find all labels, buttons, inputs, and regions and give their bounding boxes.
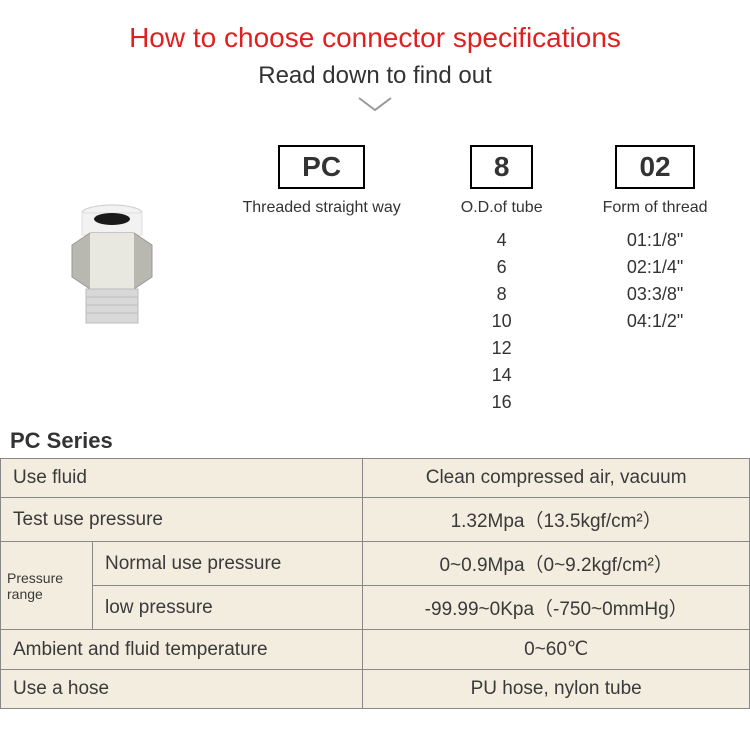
table-label: low pressure (93, 586, 363, 630)
connector-image (42, 175, 182, 345)
table-value: PU hose, nylon tube (363, 670, 750, 709)
table-row: Use a hose PU hose, nylon tube (1, 670, 750, 709)
table-row: Test use pressure 1.32Mpa（13.5kgf/cm²） (1, 498, 750, 542)
spec-caption-thread: Form of thread (603, 199, 708, 217)
spec-list-thread: 01:1/8"02:1/4"03:3/8"04:1/2" (627, 227, 683, 335)
spec-col-thread: 02 Form of thread 01:1/8"02:1/4"03:3/8"0… (603, 145, 708, 335)
page-title: How to choose connector specifications (0, 0, 750, 54)
table-label: Ambient and fluid temperature (1, 630, 363, 670)
table-row: Use fluid Clean compressed air, vacuum (1, 459, 750, 498)
table-value: 0~60℃ (363, 630, 750, 670)
table-label: Use fluid (1, 459, 363, 498)
series-label: PC Series (0, 428, 750, 454)
spec-box-type: PC (278, 145, 365, 189)
chevron-down-icon (0, 96, 750, 119)
spec-caption-od: O.D.of tube (461, 199, 543, 217)
spec-list-od: 46810121416 (492, 227, 512, 416)
table-label: Use a hose (1, 670, 363, 709)
spec-table: Use fluid Clean compressed air, vacuum T… (0, 458, 750, 709)
page-subtitle: Read down to find out (0, 62, 750, 90)
spec-box-thread: 02 (615, 145, 694, 189)
spec-col-pc: PC Threaded straight way (242, 145, 400, 217)
table-value: Clean compressed air, vacuum (363, 459, 750, 498)
table-row: Ambient and fluid temperature 0~60℃ (1, 630, 750, 670)
spec-col-od: 8 O.D.of tube 46810121416 (461, 145, 543, 416)
spec-caption-type: Threaded straight way (242, 199, 400, 217)
table-row: Pressure range Normal use pressure 0~0.9… (1, 542, 750, 586)
table-value: 1.32Mpa（13.5kgf/cm²） (363, 498, 750, 542)
table-value: 0~0.9Mpa（0~9.2kgf/cm²） (363, 542, 750, 586)
table-value: -99.99~0Kpa（-750~0mmHg） (363, 586, 750, 630)
table-label: Test use pressure (1, 498, 363, 542)
spec-breakdown-row: PC Threaded straight way 8 O.D.of tube 4… (0, 145, 750, 416)
spec-col-image (42, 145, 182, 345)
table-row: low pressure -99.99~0Kpa（-750~0mmHg） (1, 586, 750, 630)
spec-box-od: 8 (470, 145, 534, 189)
table-label: Normal use pressure (93, 542, 363, 586)
table-range-label: Pressure range (1, 542, 93, 630)
